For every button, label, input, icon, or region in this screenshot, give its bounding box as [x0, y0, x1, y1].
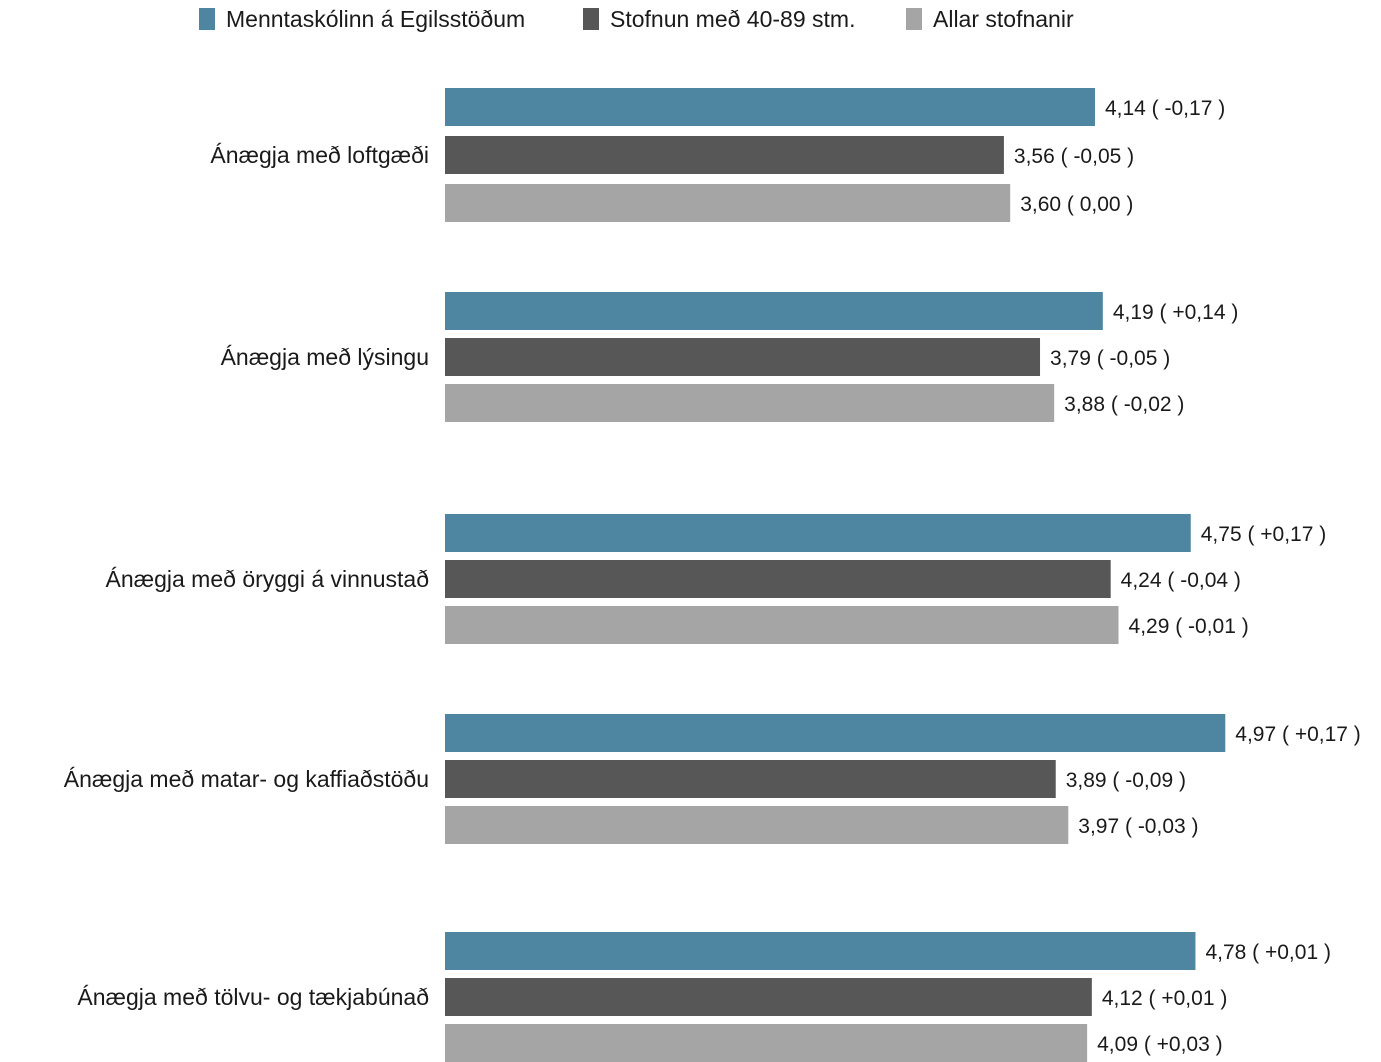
data-label: 4,29 ( -0,01 ) [1129, 615, 1249, 638]
legend-label: Stofnun með 40-89 stm. [610, 6, 855, 32]
bar [445, 184, 1011, 222]
data-label: 4,09 ( +0,03 ) [1097, 1033, 1223, 1056]
data-label: 4,19 ( +0,14 ) [1113, 301, 1239, 324]
bar [445, 88, 1095, 126]
bar [445, 1024, 1088, 1062]
data-label: 4,12 ( +0,01 ) [1102, 987, 1228, 1010]
bar [445, 292, 1103, 330]
legend-label: Menntaskólinn á Egilsstöðum [226, 6, 525, 32]
bar [445, 806, 1069, 844]
bar [445, 384, 1055, 422]
data-label: 3,60 ( 0,00 ) [1020, 193, 1133, 216]
bar [445, 978, 1092, 1016]
data-label: 3,56 ( -0,05 ) [1014, 145, 1134, 168]
category-label: Ánægja með lýsingu [221, 344, 429, 370]
legend-swatch [199, 8, 215, 30]
data-label: 4,24 ( -0,04 ) [1121, 569, 1241, 592]
data-label: 3,88 ( -0,02 ) [1064, 393, 1184, 416]
legend-swatch [906, 8, 922, 30]
category-label: Ánægja með öryggi á vinnustað [106, 566, 429, 592]
data-label: 3,97 ( -0,03 ) [1078, 815, 1198, 838]
data-label: 4,78 ( +0,01 ) [1205, 941, 1331, 964]
bar [445, 338, 1041, 376]
category-label: Ánægja með loftgæði [210, 142, 429, 168]
bar [445, 760, 1056, 798]
plot-area: Ánægja með loftgæði 4,14 ( -0,17 ) 3,56 ( … [64, 88, 1361, 1062]
bar [445, 136, 1004, 174]
bar [445, 606, 1119, 644]
category-label: Ánægja með matar- og kaffiaðstöðu [64, 766, 429, 792]
data-label: 4,75 ( +0,17 ) [1201, 523, 1327, 546]
bar [445, 560, 1111, 598]
bar [445, 714, 1226, 752]
legend: Menntaskólinn á Egilsstöðum Stofnun með 4… [199, 6, 1074, 32]
bar [445, 932, 1196, 970]
category-label: Ánægja með tölvu- og tækjabúnað [77, 984, 429, 1010]
data-label: 4,14 ( -0,17 ) [1105, 97, 1225, 120]
data-label: 3,89 ( -0,09 ) [1066, 769, 1186, 792]
bar [445, 514, 1191, 552]
legend-label: Allar stofnanir [933, 6, 1074, 32]
data-label: 4,97 ( +0,17 ) [1235, 723, 1361, 746]
data-label: 3,79 ( -0,05 ) [1050, 347, 1170, 370]
legend-swatch [583, 8, 599, 30]
